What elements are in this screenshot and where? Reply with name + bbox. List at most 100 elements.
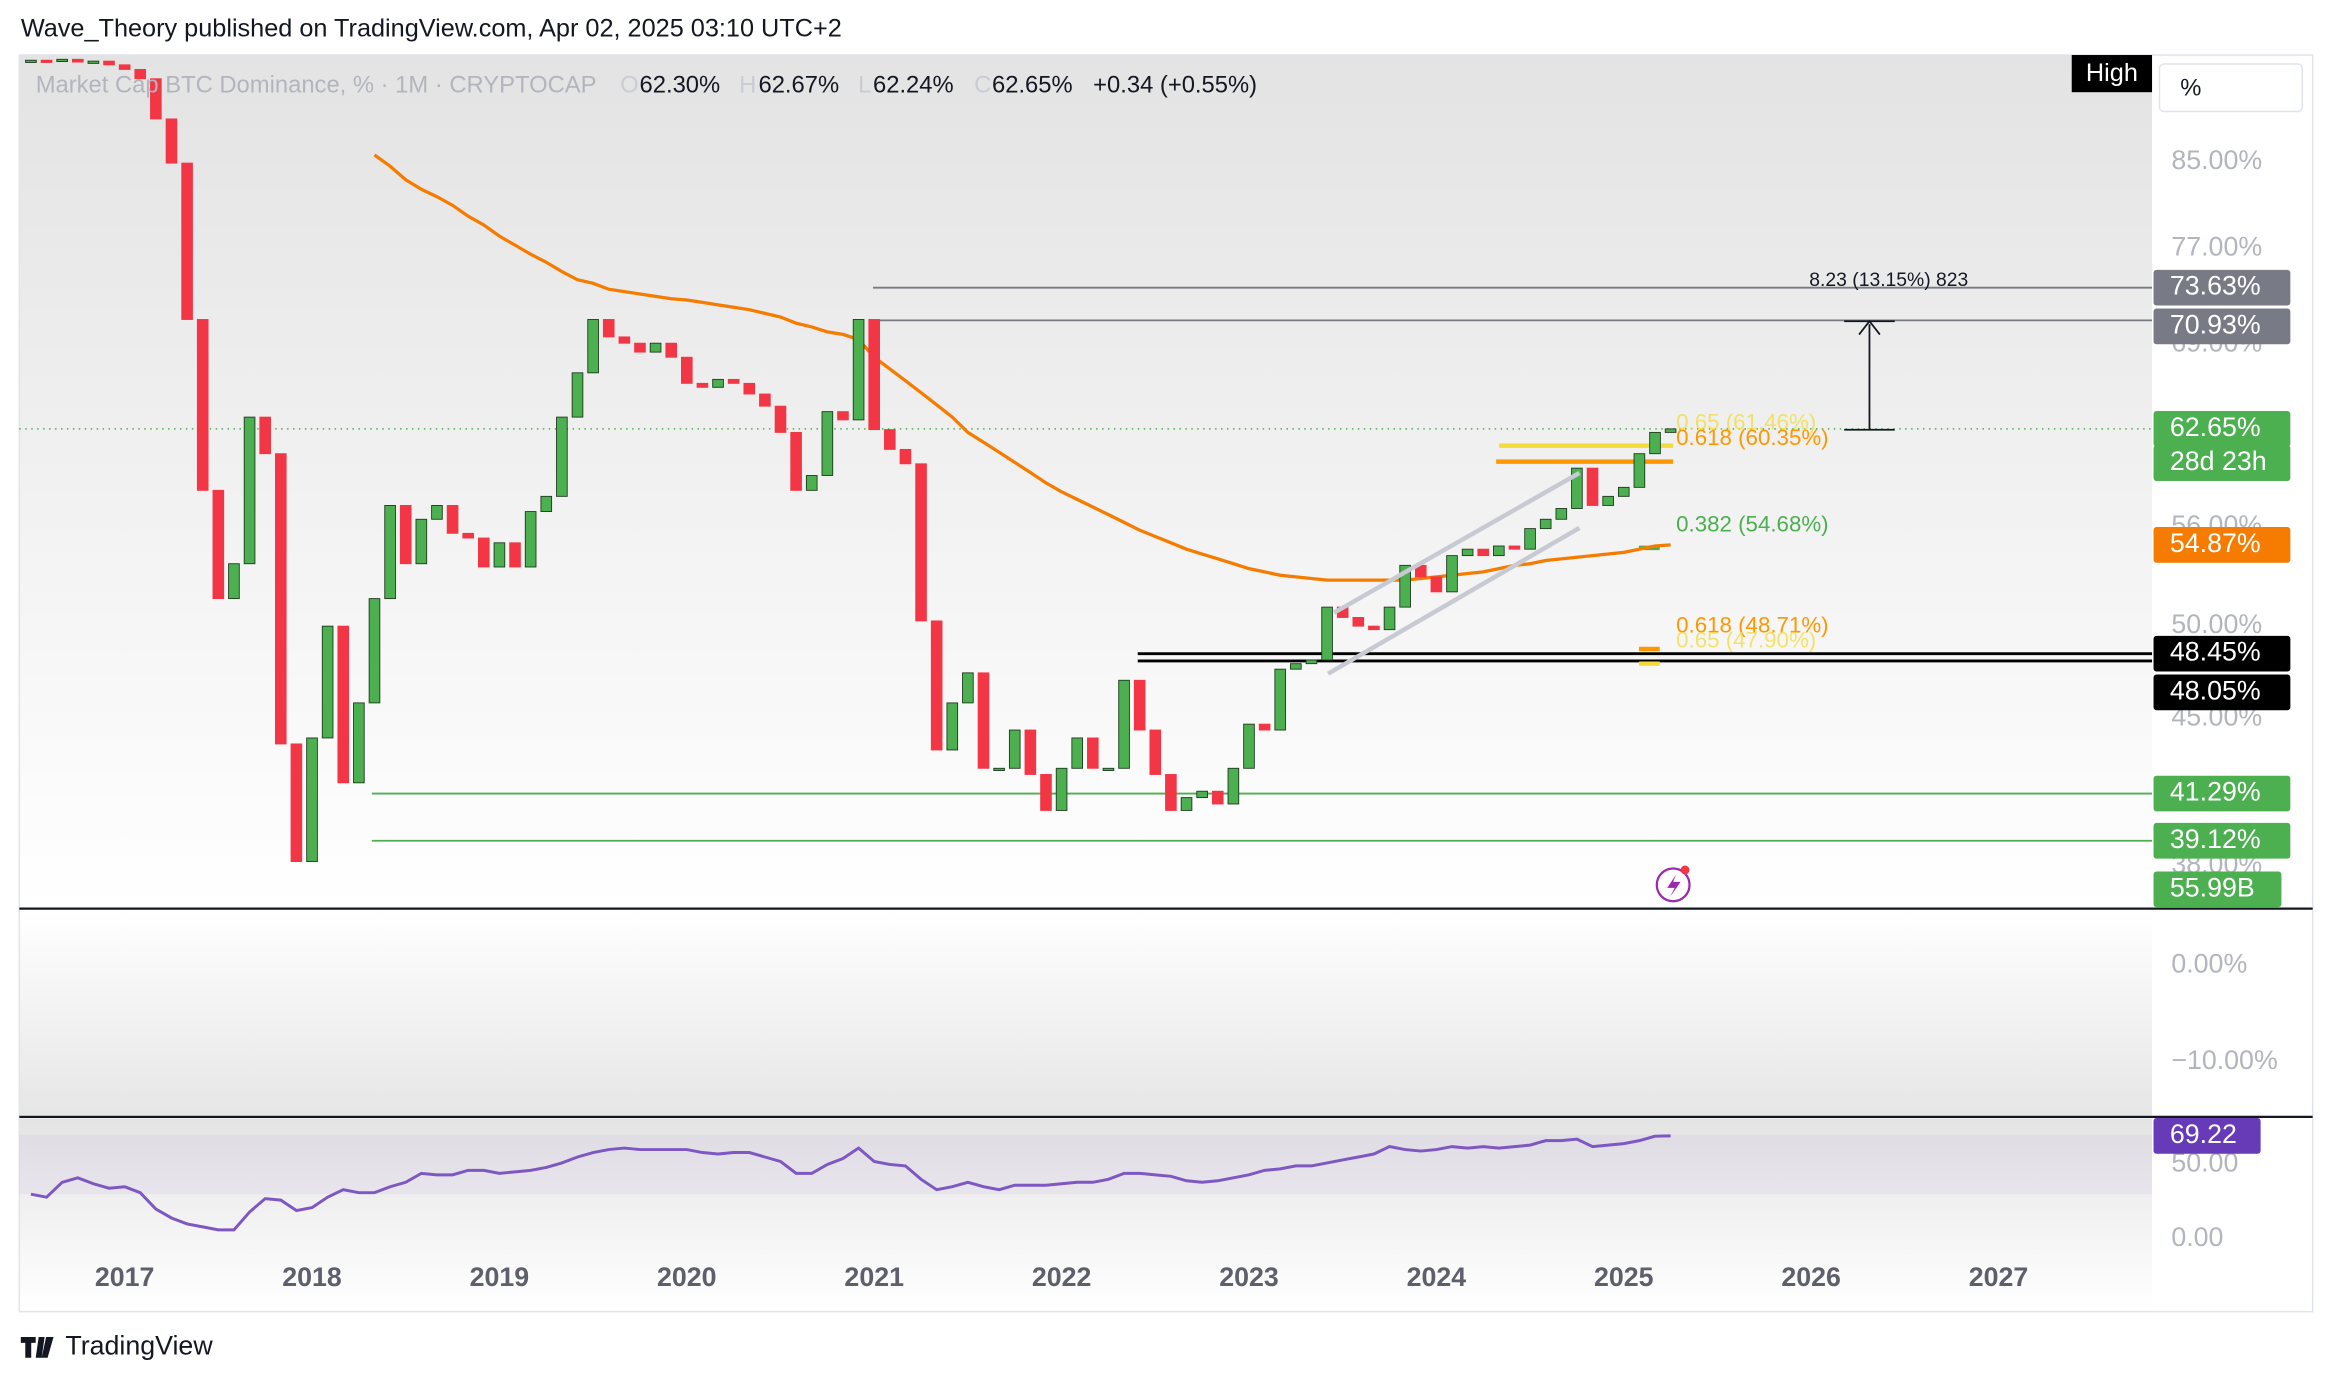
candle — [150, 78, 162, 120]
candle — [415, 518, 428, 565]
candle — [649, 342, 662, 353]
candle — [1227, 767, 1240, 805]
fib-label: 0.65 (61.46%) — [1676, 409, 1816, 434]
candle — [1008, 729, 1021, 769]
countdown-tag — [2153, 445, 2291, 481]
price-tag — [2153, 411, 2291, 447]
candle — [1211, 790, 1224, 805]
candle — [1555, 508, 1568, 520]
candle — [556, 416, 568, 497]
candle — [1399, 564, 1411, 608]
fib-label: 0.618 (48.71%) — [1676, 613, 1828, 638]
candle — [1633, 453, 1646, 488]
channel-line — [1332, 470, 1581, 615]
candle — [196, 319, 209, 491]
percent-button[interactable] — [2158, 63, 2303, 113]
ohlc-value: 62.30% — [640, 72, 721, 99]
ohlc-value: 62.67% — [758, 72, 839, 99]
candle — [1617, 486, 1630, 497]
candle — [1664, 428, 1677, 433]
candle — [274, 453, 287, 745]
candle — [587, 319, 599, 374]
rsi-line — [30, 1134, 1671, 1232]
candle — [243, 416, 256, 565]
candle — [321, 625, 334, 739]
candle — [384, 505, 396, 600]
candle — [868, 319, 881, 431]
percent-button-label[interactable]: % — [2180, 75, 2201, 102]
y-tick-label: 50.00% — [2171, 609, 2262, 639]
candle — [681, 356, 693, 384]
fib-label: 0.382 (54.68%) — [1676, 511, 1828, 536]
x-tick-label: 2025 — [1594, 1262, 1654, 1292]
candle — [977, 672, 990, 769]
macd-pane — [19, 910, 2153, 1116]
candle — [1524, 528, 1536, 550]
event-icon-bolt — [1667, 874, 1681, 897]
candle — [696, 382, 709, 388]
macd-tick-label: −10.00% — [2171, 1045, 2277, 1075]
high-button-label[interactable]: High — [2086, 59, 2138, 87]
countdown: 28d 23h — [2170, 446, 2267, 476]
candle — [1243, 723, 1255, 769]
x-tick-label: 2019 — [470, 1262, 530, 1292]
candle — [852, 319, 865, 421]
candle — [1040, 774, 1052, 811]
candle — [1461, 548, 1474, 557]
candle — [1352, 617, 1365, 627]
price-tag-label: 70.93% — [2170, 309, 2261, 339]
price-tag — [2153, 775, 2291, 812]
candle — [1071, 737, 1084, 769]
candle — [759, 393, 771, 407]
candle — [1571, 467, 1583, 509]
candle — [790, 431, 802, 491]
event-dot — [1680, 865, 1690, 875]
ohlc-key: L — [858, 72, 871, 99]
candle — [634, 342, 646, 353]
candle — [1149, 729, 1162, 775]
symbol: Market Cap BTC Dominance, % · 1M · CRYPT… — [36, 72, 597, 99]
x-tick-label: 2022 — [1032, 1262, 1092, 1292]
candle — [1024, 729, 1037, 775]
price-tag-label: 48.05% — [2170, 675, 2261, 705]
candle — [1274, 668, 1287, 731]
brand: TradingView — [65, 1330, 213, 1360]
change: +0.34 (+0.55%) — [1093, 72, 1257, 99]
candle — [493, 542, 506, 568]
candle — [821, 411, 834, 476]
candle — [462, 532, 474, 539]
candle — [1477, 548, 1490, 557]
price-tag-label: 48.45% — [2170, 637, 2261, 667]
price-tag-label: 41.29% — [2170, 777, 2261, 807]
candle — [618, 336, 631, 344]
candle — [712, 378, 724, 388]
candle — [446, 505, 459, 534]
candle — [259, 416, 271, 455]
high-button[interactable] — [2071, 55, 2153, 93]
candle — [228, 563, 240, 600]
x-tick-label: 2018 — [282, 1262, 342, 1292]
candle — [743, 382, 756, 395]
candle — [727, 378, 740, 384]
candle — [1180, 797, 1193, 811]
x-tick-label: 2017 — [95, 1262, 155, 1292]
candle — [368, 598, 381, 704]
volume-tag-label: 55.99B — [2170, 872, 2255, 902]
brand-logo — [20, 1336, 54, 1358]
price-tag-label: 54.87% — [2170, 528, 2261, 558]
price-tag — [2153, 269, 2291, 306]
candle — [540, 495, 553, 513]
candle — [1258, 723, 1271, 731]
candle — [1539, 518, 1552, 530]
candle — [1196, 790, 1208, 799]
candle — [1087, 737, 1099, 769]
candle — [103, 60, 115, 66]
price-tag-label: 73.63% — [2170, 271, 2261, 301]
y-tick-label: 77.00% — [2171, 232, 2262, 262]
candle — [962, 672, 974, 704]
candle — [930, 620, 943, 751]
candle — [1446, 555, 1458, 593]
candle — [602, 319, 615, 338]
rsi-pane — [19, 1118, 2153, 1309]
